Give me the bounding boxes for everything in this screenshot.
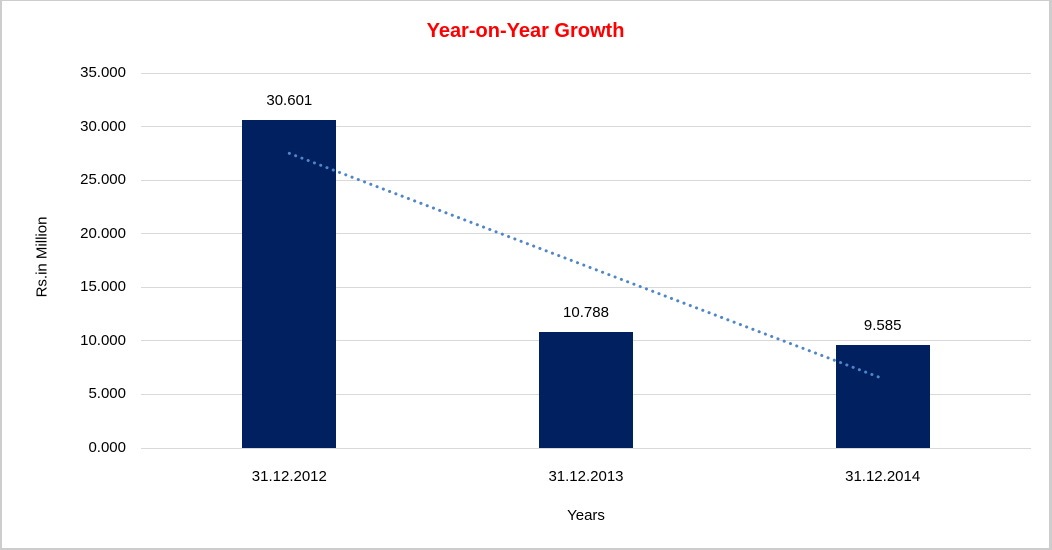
y-axis-tick-label: 20.000 — [80, 224, 126, 242]
y-axis-tick-label: 30.000 — [80, 117, 126, 135]
data-label: 10.788 — [563, 304, 609, 322]
data-label: 30.601 — [266, 92, 313, 110]
chart-title: Year-on-Year Growth — [426, 20, 625, 42]
x-axis-tick-label: 31.12.2014 — [845, 468, 921, 485]
gridline — [141, 447, 1031, 449]
y-axis-tick-label: 35.000 — [80, 64, 126, 81]
data-label: 9.585 — [863, 317, 902, 335]
bar-31.12.2013[interactable] — [539, 332, 633, 448]
gridline — [141, 72, 1031, 74]
x-axis-title: Years — [567, 507, 605, 524]
y-axis-tick-label: 5.000 — [88, 385, 126, 403]
x-axis-tick-label: 31.12.2013 — [548, 468, 624, 485]
bar-31.12.2014[interactable] — [835, 345, 930, 448]
y-axis-tick-label: 0.000 — [88, 439, 126, 456]
y-axis-tick-label: 15.000 — [80, 278, 126, 296]
bar-31.12.2012[interactable] — [242, 120, 337, 448]
x-axis-tick-label: 31.12.2012 — [251, 468, 327, 485]
y-axis-tick-label: 10.000 — [80, 331, 126, 349]
y-axis-tick-label: 25.000 — [80, 171, 126, 189]
gridline — [141, 126, 1031, 128]
